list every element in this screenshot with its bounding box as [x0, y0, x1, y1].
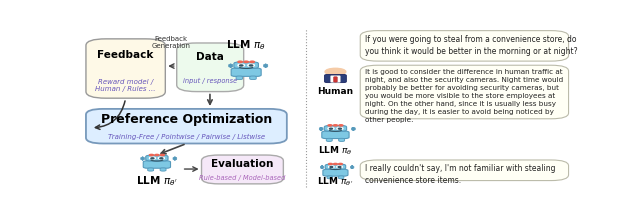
Text: It is good to consider the difference in human traffic at
night, and also the se: It is good to consider the difference in… — [365, 69, 563, 123]
Text: Human: Human — [317, 87, 353, 96]
FancyBboxPatch shape — [231, 68, 261, 76]
Circle shape — [151, 158, 154, 159]
FancyBboxPatch shape — [323, 169, 348, 176]
FancyBboxPatch shape — [322, 131, 349, 138]
Text: Feedback: Feedback — [97, 51, 154, 61]
FancyBboxPatch shape — [234, 62, 259, 68]
Text: I really couldn't say, I'm not familiar with stealing
convenience store items.: I really couldn't say, I'm not familiar … — [365, 164, 556, 185]
Circle shape — [330, 166, 333, 168]
FancyBboxPatch shape — [202, 155, 284, 184]
Circle shape — [338, 166, 341, 168]
FancyBboxPatch shape — [339, 176, 344, 179]
FancyBboxPatch shape — [160, 168, 166, 171]
Text: LLM $\pi_{\theta}$: LLM $\pi_{\theta}$ — [227, 39, 266, 52]
Text: Evaluation: Evaluation — [211, 159, 274, 169]
FancyBboxPatch shape — [325, 164, 346, 169]
Text: LLM $\pi_{\theta'}$: LLM $\pi_{\theta'}$ — [136, 174, 178, 188]
Text: Reward model /
Human / Rules ...: Reward model / Human / Rules ... — [95, 79, 156, 92]
Circle shape — [238, 61, 243, 62]
FancyBboxPatch shape — [360, 31, 568, 61]
Circle shape — [160, 158, 163, 159]
Text: Data: Data — [196, 52, 224, 62]
Circle shape — [339, 128, 341, 129]
Circle shape — [155, 154, 159, 156]
Text: Preference Optimization: Preference Optimization — [100, 113, 272, 126]
FancyBboxPatch shape — [330, 76, 340, 82]
Circle shape — [158, 157, 164, 159]
Circle shape — [337, 166, 342, 168]
Circle shape — [250, 61, 254, 62]
FancyBboxPatch shape — [351, 127, 355, 130]
FancyBboxPatch shape — [177, 43, 244, 92]
Text: LLM $\pi_{\theta}$: LLM $\pi_{\theta}$ — [318, 145, 353, 157]
FancyBboxPatch shape — [86, 109, 287, 144]
FancyBboxPatch shape — [141, 157, 145, 160]
Circle shape — [250, 65, 253, 66]
FancyBboxPatch shape — [351, 166, 354, 169]
FancyBboxPatch shape — [264, 64, 268, 67]
Circle shape — [161, 154, 164, 156]
FancyBboxPatch shape — [360, 65, 568, 119]
FancyBboxPatch shape — [146, 155, 168, 161]
FancyBboxPatch shape — [173, 157, 177, 160]
Circle shape — [333, 163, 337, 165]
Circle shape — [244, 61, 248, 62]
Text: Feedback
Generation: Feedback Generation — [151, 36, 190, 49]
FancyBboxPatch shape — [327, 176, 332, 179]
FancyBboxPatch shape — [148, 168, 154, 171]
Circle shape — [248, 64, 254, 66]
FancyBboxPatch shape — [319, 127, 323, 130]
Circle shape — [330, 128, 332, 129]
FancyBboxPatch shape — [143, 161, 170, 168]
FancyBboxPatch shape — [236, 76, 243, 80]
Text: input / response: input / response — [183, 78, 237, 84]
FancyBboxPatch shape — [324, 126, 347, 131]
Circle shape — [339, 163, 342, 165]
Circle shape — [337, 128, 343, 129]
Text: Training-Free / Pointwise / Pairwise / Listwise: Training-Free / Pointwise / Pairwise / L… — [108, 134, 265, 140]
Circle shape — [333, 125, 337, 126]
FancyBboxPatch shape — [321, 166, 324, 169]
Circle shape — [239, 65, 243, 66]
FancyBboxPatch shape — [339, 138, 344, 141]
Circle shape — [328, 128, 334, 129]
FancyBboxPatch shape — [324, 74, 346, 83]
Text: If you were going to steal from a convenience store, do
you think it would be be: If you were going to steal from a conven… — [365, 35, 578, 56]
Circle shape — [150, 157, 156, 159]
Text: LLM $\pi_{\theta'}$: LLM $\pi_{\theta'}$ — [317, 176, 354, 189]
FancyBboxPatch shape — [333, 77, 337, 82]
FancyBboxPatch shape — [86, 39, 165, 98]
Circle shape — [238, 64, 244, 66]
Circle shape — [339, 125, 343, 126]
FancyBboxPatch shape — [360, 160, 568, 181]
FancyBboxPatch shape — [250, 76, 256, 80]
Circle shape — [325, 68, 346, 75]
Circle shape — [328, 163, 332, 165]
Circle shape — [328, 166, 334, 168]
FancyBboxPatch shape — [228, 64, 233, 67]
Text: Rule-based / Model-based: Rule-based / Model-based — [199, 175, 285, 181]
Circle shape — [328, 125, 332, 126]
FancyBboxPatch shape — [326, 138, 332, 141]
Circle shape — [149, 154, 154, 156]
